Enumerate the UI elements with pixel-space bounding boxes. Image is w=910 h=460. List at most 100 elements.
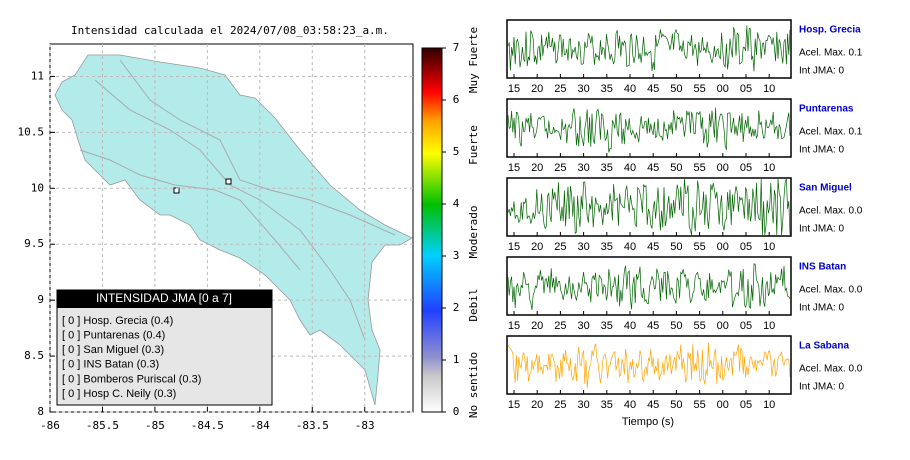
road	[119, 59, 396, 236]
time-tick-label: 20	[531, 83, 543, 95]
colorbar-tick-label: 1	[453, 353, 460, 366]
time-tick-label: 25	[554, 162, 566, 174]
time-tick-label: 25	[554, 320, 566, 332]
time-tick-label: 40	[624, 241, 636, 253]
x-tick-label: -83	[355, 419, 375, 432]
y-tick-label: 10.5	[18, 125, 45, 138]
waveform	[507, 25, 791, 72]
road	[79, 149, 301, 271]
x-tick-label: -84	[250, 419, 270, 432]
time-tick-label: 30	[577, 241, 589, 253]
jma-intensity: Int JMA: 0	[799, 66, 844, 77]
time-tick-label: 35	[601, 83, 613, 95]
time-tick-label: 05	[740, 320, 752, 332]
waveform-frame	[506, 98, 792, 158]
colorbar-label: Muy Fuerte	[467, 27, 480, 93]
acel-max: Acel. Max. 0.0	[799, 206, 863, 217]
time-tick-label: 05	[740, 162, 752, 174]
country-shape	[54, 54, 413, 406]
time-tick-label: 50	[670, 162, 682, 174]
waveform	[507, 342, 791, 389]
time-tick-label: 55	[693, 83, 705, 95]
legend-item: [ 0 ] Bomberos Puriscal (0.3)	[62, 373, 201, 385]
time-tick-label: 15	[508, 83, 520, 95]
colorbar-tick-label: 2	[453, 301, 460, 314]
waveform	[507, 263, 791, 310]
time-tick-label: 45	[647, 320, 659, 332]
station-name: La Sabana	[799, 341, 849, 352]
time-tick-label: 05	[740, 83, 752, 95]
time-tick-label: 40	[624, 162, 636, 174]
time-tick-label: 55	[693, 399, 705, 411]
y-tick-label: 10	[31, 181, 44, 194]
legend-item: [ 0 ] Puntarenas (0.4)	[62, 330, 165, 342]
time-tick-label: 00	[717, 241, 729, 253]
x-tick-label: -83.5	[296, 419, 329, 432]
time-tick-label: 25	[554, 241, 566, 253]
time-tick-label: 35	[601, 320, 613, 332]
acel-max: Acel. Max. 0.0	[799, 285, 863, 296]
x-tick-label: -85.5	[86, 419, 119, 432]
time-tick-label: 00	[717, 399, 729, 411]
colorbar-tick-label: 5	[453, 145, 460, 158]
time-tick-label: 10	[763, 241, 775, 253]
time-tick-label: 00	[717, 320, 729, 332]
waveform	[507, 178, 791, 236]
time-tick-label: 50	[670, 83, 682, 95]
waveform	[507, 107, 791, 153]
jma-intensity: Int JMA: 0	[799, 224, 844, 235]
city-marker	[225, 178, 232, 185]
time-tick-label: 05	[740, 241, 752, 253]
time-tick-label: 30	[577, 399, 589, 411]
colorbar-tick-label: 6	[453, 93, 460, 106]
waveform-frame	[506, 177, 792, 237]
time-tick-label: 25	[554, 399, 566, 411]
colorbar-label: Moderado	[467, 206, 480, 259]
time-tick-label: 30	[577, 320, 589, 332]
jma-intensity: Int JMA: 0	[799, 303, 844, 314]
time-tick-label: 40	[624, 399, 636, 411]
colorbar-tick-label: 3	[453, 249, 460, 262]
colorbar-label: Debil	[467, 288, 480, 321]
time-tick-label: 25	[554, 83, 566, 95]
colorbar-label: Fuerte	[467, 125, 480, 165]
time-tick-label: 30	[577, 162, 589, 174]
time-tick-label: 15	[508, 241, 520, 253]
time-tick-label: 10	[763, 162, 775, 174]
time-tick-label: 20	[531, 320, 543, 332]
legend-item: [ 0 ] INS Batan (0.3)	[62, 359, 159, 371]
time-tick-label: 40	[624, 83, 636, 95]
station-name: Hosp. Grecia	[799, 25, 861, 36]
x-axis-label: Tiempo (s)	[622, 416, 674, 428]
time-tick-label: 50	[670, 241, 682, 253]
jma-intensity: Int JMA: 0	[799, 382, 844, 393]
time-tick-label: 50	[670, 320, 682, 332]
time-tick-label: 55	[693, 241, 705, 253]
legend-box	[56, 289, 273, 406]
y-tick-label: 8	[37, 405, 44, 418]
x-tick-label: -84.5	[191, 419, 224, 432]
time-tick-label: 40	[624, 320, 636, 332]
time-tick-label: 45	[647, 399, 659, 411]
time-tick-label: 35	[601, 162, 613, 174]
time-tick-label: 50	[670, 399, 682, 411]
y-tick-label: 11	[31, 69, 44, 82]
time-tick-label: 45	[647, 162, 659, 174]
time-tick-label: 35	[601, 399, 613, 411]
acel-max: Acel. Max. 0.1	[799, 127, 863, 138]
waveform-frame	[506, 335, 792, 395]
station-name: Puntarenas	[799, 104, 854, 115]
colorbar-tick-label: 4	[453, 197, 460, 210]
time-tick-label: 05	[740, 399, 752, 411]
colorbar-label: No sentido	[467, 352, 480, 418]
station-name: San Miguel	[799, 183, 852, 194]
acel-max: Acel. Max. 0.0	[799, 364, 863, 375]
time-tick-label: 15	[508, 162, 520, 174]
time-tick-label: 30	[577, 83, 589, 95]
time-tick-label: 10	[763, 83, 775, 95]
legend-item: [ 0 ] Hosp. Grecia (0.4)	[62, 315, 173, 327]
map-title: Intensidad calculada el 2024/07/08_03:58…	[71, 24, 389, 37]
y-tick-label: 8.5	[24, 349, 44, 362]
legend-item: [ 0 ] San Miguel (0.3)	[62, 344, 164, 356]
